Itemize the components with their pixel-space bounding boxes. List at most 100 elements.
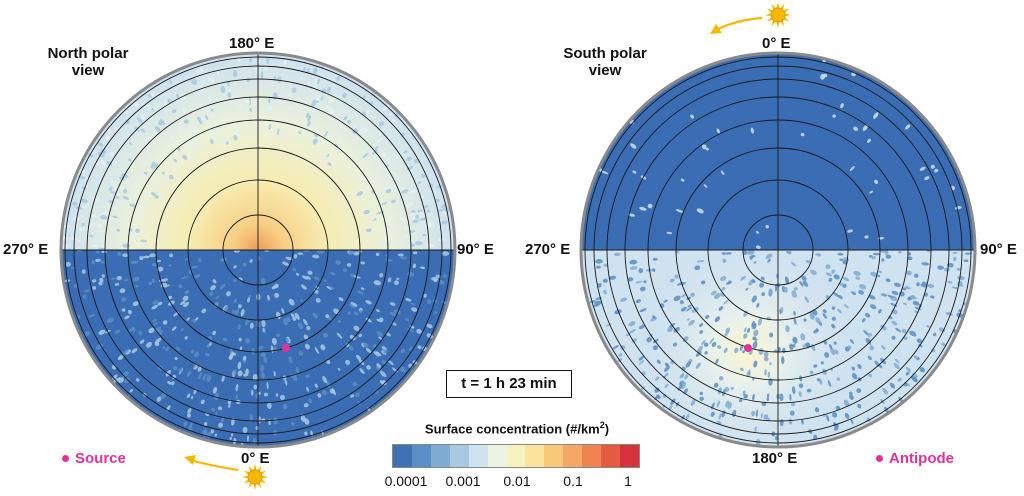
speckle-mark xyxy=(298,131,302,135)
speckle-mark xyxy=(385,188,392,194)
speckle-mark xyxy=(790,261,797,267)
speckle-mark xyxy=(752,341,758,349)
speckle-mark xyxy=(664,362,669,367)
speckle-mark xyxy=(255,393,259,399)
speckle-mark xyxy=(273,417,278,425)
colorbar-swatch xyxy=(506,445,526,467)
speckle-mark xyxy=(128,142,133,145)
speckle-mark xyxy=(233,265,237,269)
speckle-mark xyxy=(209,111,215,117)
speckle-mark xyxy=(723,299,729,305)
speckle-mark xyxy=(847,229,853,233)
speckle-mark xyxy=(690,399,696,406)
speckle-mark xyxy=(79,214,85,218)
speckle-mark xyxy=(261,319,266,328)
speckle-mark xyxy=(805,259,811,264)
speckle-mark xyxy=(909,295,917,300)
speckle-mark xyxy=(249,413,253,422)
speckle-mark xyxy=(128,326,136,332)
speckle-mark xyxy=(336,332,343,339)
speckle-mark xyxy=(801,275,807,281)
speckle-mark xyxy=(392,119,396,123)
speckle-mark xyxy=(229,437,232,440)
speckle-mark xyxy=(669,278,675,283)
speckle-mark xyxy=(211,133,215,138)
speckle-mark xyxy=(426,209,431,213)
speckle-mark xyxy=(237,58,241,63)
speckle-mark xyxy=(913,273,919,278)
speckle-mark xyxy=(119,288,126,294)
speckle-mark xyxy=(406,156,412,162)
speckle-mark xyxy=(824,352,830,358)
speckle-mark xyxy=(156,396,162,402)
speckle-mark xyxy=(765,225,769,229)
speckle-mark xyxy=(306,386,310,392)
speckle-mark xyxy=(837,252,844,256)
speckle-mark xyxy=(191,265,199,269)
speckle-mark xyxy=(114,184,122,190)
speckle-mark xyxy=(419,217,427,221)
speckle-mark xyxy=(205,352,210,357)
speckle-mark xyxy=(199,65,203,73)
speckle-mark xyxy=(823,340,828,345)
speckle-mark xyxy=(122,195,130,200)
speckle-mark xyxy=(201,308,207,314)
speckle-mark xyxy=(378,336,383,341)
speckle-mark xyxy=(141,172,147,178)
speckle-mark xyxy=(90,222,97,227)
speckle-mark xyxy=(652,338,659,344)
speckle-mark xyxy=(124,278,129,282)
speckle-mark xyxy=(670,398,676,406)
speckle-mark xyxy=(212,279,217,284)
speckle-mark xyxy=(350,301,358,307)
speckle-mark xyxy=(139,339,145,344)
speckle-mark xyxy=(822,309,827,314)
speckle-mark xyxy=(799,281,804,287)
speckle-mark xyxy=(111,207,119,211)
speckle-mark xyxy=(924,292,928,297)
speckle-mark xyxy=(791,290,797,298)
speckle-mark xyxy=(238,128,241,137)
speckle-mark xyxy=(930,295,935,299)
speckle-mark xyxy=(920,283,928,288)
speckle-mark xyxy=(680,178,685,182)
speckle-mark xyxy=(140,239,148,243)
speckle-mark xyxy=(408,346,413,351)
left-label-left: 270° E xyxy=(3,241,49,258)
speckle-mark xyxy=(825,295,831,300)
speckle-mark xyxy=(316,78,321,85)
speckle-mark xyxy=(792,336,798,344)
speckle-mark xyxy=(715,358,719,364)
speckle-mark xyxy=(756,302,760,308)
speckle-mark xyxy=(716,400,721,408)
speckle-mark xyxy=(92,285,97,290)
speckle-mark xyxy=(190,78,194,84)
speckle-mark xyxy=(754,426,757,433)
speckle-mark xyxy=(441,220,448,225)
speckle-mark xyxy=(868,373,872,378)
speckle-mark xyxy=(242,355,247,361)
speckle-mark xyxy=(381,238,388,244)
speckle-mark xyxy=(409,230,416,233)
colorbar-swatch xyxy=(601,445,621,467)
speckle-mark xyxy=(338,297,344,302)
speckle-mark xyxy=(374,146,379,150)
speckle-mark xyxy=(301,76,304,80)
speckle-mark xyxy=(184,119,189,124)
speckle-mark xyxy=(759,282,764,288)
speckle-mark xyxy=(360,261,365,265)
speckle-mark xyxy=(115,201,123,205)
speckle-mark xyxy=(710,290,717,296)
speckle-mark xyxy=(834,349,839,355)
speckle-mark xyxy=(267,105,273,113)
speckle-mark xyxy=(208,76,211,82)
speckle-mark xyxy=(885,278,891,283)
speckle-mark xyxy=(629,329,636,334)
speckle-mark xyxy=(258,416,261,424)
speckle-mark xyxy=(116,228,121,232)
speckle-mark xyxy=(931,348,936,353)
speckle-mark xyxy=(720,276,727,282)
speckle-mark xyxy=(904,286,911,290)
speckle-mark xyxy=(187,407,192,415)
speckle-mark xyxy=(250,389,254,396)
